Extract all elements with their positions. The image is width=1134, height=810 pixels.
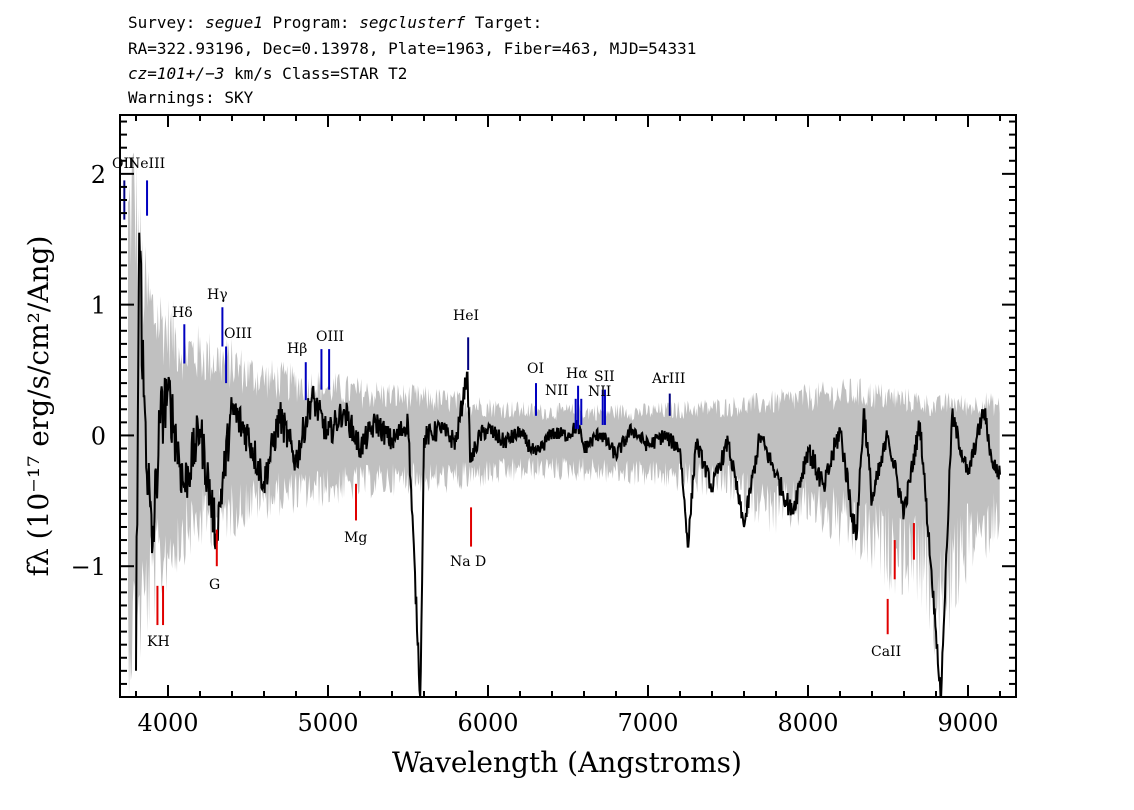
- label-ariii: ArIII: [651, 371, 685, 387]
- header-line-3: cz=101+/−3 km/s Class=STAR T2: [128, 64, 407, 83]
- label-hei: HeI: [453, 308, 479, 324]
- x-axis-label: Wavelength (Angstroms): [392, 746, 742, 779]
- header-line-4: Warnings: SKY: [128, 88, 254, 107]
- label-nii-6583: NII: [588, 384, 611, 400]
- axis-ticks: 4000 5000 6000 7000 8000 9000 −1 0 1 2: [71, 115, 1016, 737]
- x-tick-label: 9000: [937, 709, 998, 737]
- survey-name: segue1: [205, 13, 263, 32]
- x-tick-label: 6000: [457, 709, 518, 737]
- x-tick-label: 5000: [297, 709, 358, 737]
- header-line-1: Survey: segue1 Program: segclusterf Targ…: [128, 13, 542, 32]
- label-nii-6548: NII: [545, 383, 568, 399]
- x-tick-label: 4000: [137, 709, 198, 737]
- label-oii: OII: [112, 156, 135, 172]
- label-g: G: [209, 577, 220, 593]
- label-na-d: Na D: [450, 554, 486, 570]
- label-oi: OI: [527, 361, 544, 377]
- label-caii: CaII: [871, 644, 901, 660]
- label-oiii-4363: OIII: [224, 326, 252, 342]
- y-tick-label: 2: [91, 161, 106, 189]
- y-tick-label: 0: [91, 422, 106, 450]
- line-labels: OII NeIII Hδ Hγ OIII Hβ OIII HeI OI NII …: [112, 156, 901, 660]
- y-tick-label: 1: [91, 292, 106, 320]
- x-tick-label: 7000: [617, 709, 678, 737]
- label-sii: SII: [594, 369, 615, 385]
- spectral-line-markers: [123, 180, 915, 635]
- redshift-value: cz=101+/−3: [128, 64, 224, 83]
- plot-area: [123, 152, 1001, 697]
- x-tick-label: 8000: [777, 709, 838, 737]
- flux-line: [135, 232, 1001, 697]
- label-mg: Mg: [344, 530, 367, 546]
- y-axis-label: fλ (10⁻¹⁷ erg/s/cm²/Ang): [22, 236, 55, 577]
- label-h-gamma: Hγ: [207, 287, 228, 303]
- label-kh: KH: [147, 634, 170, 650]
- label-oiii-5007: OIII: [316, 329, 344, 345]
- plot-frame: [119, 114, 1017, 698]
- error-band: [128, 152, 1000, 697]
- y-tick-label: −1: [71, 553, 106, 581]
- label-h-beta: Hβ: [287, 341, 307, 357]
- label-h-alpha: Hα: [566, 366, 588, 382]
- header-line-2: RA=322.93196, Dec=0.13978, Plate=1963, F…: [128, 39, 696, 58]
- label-h-delta: Hδ: [172, 305, 193, 321]
- program-name: segclusterf: [359, 13, 465, 32]
- label-neiii: NeIII: [128, 156, 165, 172]
